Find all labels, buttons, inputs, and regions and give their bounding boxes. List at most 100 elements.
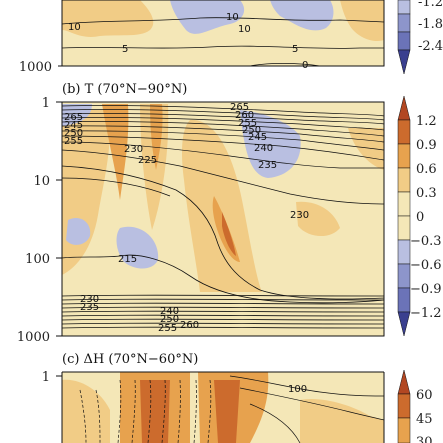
panel-b-yaxis: 1 10 100 1000 xyxy=(17,96,62,345)
panel-b-contour-label: 265 xyxy=(230,102,249,113)
panel-b-contour-label: 255 xyxy=(238,118,257,129)
panel-a-colorbar-swatch xyxy=(397,0,411,15)
panel-b-colorbar-swatch xyxy=(397,287,411,313)
panel-a-colorbar-label: -1.2 xyxy=(418,0,443,10)
panel-b-colorbar-label: 1.2 xyxy=(416,114,437,129)
panel-c-ytick-label: 1 xyxy=(42,370,50,385)
panel-b-contour-label: 245 xyxy=(64,120,83,131)
panel-a-contour-label: 5 xyxy=(122,44,128,55)
panel-b-shade-neg xyxy=(240,110,301,178)
panel-b-contour-label: 240 xyxy=(160,306,179,317)
panel-a-colorbar-tip xyxy=(397,49,411,75)
panel-b-contour-label: 250 xyxy=(64,128,83,139)
panel-b-colorbar-label: 0.6 xyxy=(416,162,437,177)
panel-a-colorbar: -1.2 -1.8 -2.4 xyxy=(397,0,443,75)
panel-c-colorbar-label: 60 xyxy=(416,388,433,403)
panel-b-contour-label: 230 xyxy=(124,144,143,155)
panel-a-colorbar-swatch xyxy=(397,13,411,33)
panel-c-colorbar-label: 30 xyxy=(416,435,433,443)
panel-c-shade-pos xyxy=(140,380,170,443)
panel-b-shade-pos xyxy=(222,212,236,256)
panel-a-colorbar-label: -2.4 xyxy=(418,39,443,54)
panel-b-shade-neg xyxy=(116,226,159,269)
panel-b-contour-label: 255 xyxy=(158,323,177,334)
panel-a-contour-label: 10 xyxy=(226,12,239,23)
panel-c-colorbar: 60 45 30 xyxy=(397,369,433,443)
panel-b-shade-pos xyxy=(182,119,262,293)
panel-c-colorbar-tip-top xyxy=(397,369,411,395)
panel-a-contour-0 xyxy=(249,62,321,67)
panel-a-contour-label: 5 xyxy=(292,44,298,55)
panel-a-colorbar-label: -1.8 xyxy=(418,17,443,32)
panel-b-colorbar-swatch xyxy=(397,167,411,193)
panel-b-ytick-label: 1 xyxy=(42,96,50,111)
panel-b-contour-label: 235 xyxy=(80,302,99,313)
panel-b-colorbar-label: −0.6 xyxy=(410,258,442,273)
panel-c-shade-pos xyxy=(300,398,384,443)
panel-a-contour-label: 10 xyxy=(68,22,81,33)
panel-b-contour-label: 215 xyxy=(118,254,137,265)
panel-b-shade-neg xyxy=(66,217,91,245)
panel-b-shade-pos xyxy=(102,104,129,200)
panel-c-colorbar-swatch xyxy=(397,417,411,443)
panel-b-shade-pos xyxy=(348,128,384,170)
panel-b-contour-label: 240 xyxy=(254,143,273,154)
panel-c-shade-pos xyxy=(62,379,110,443)
panel-c-contour-label: 100 xyxy=(288,384,307,395)
panel-b-colorbar-swatch xyxy=(397,263,411,289)
panel-c-title: (c) ΔH (70°N−60°N) xyxy=(62,352,198,367)
panel-b-ytick-label: 10 xyxy=(33,174,50,189)
panel-c-contours xyxy=(79,375,385,443)
panel-a-frame xyxy=(61,0,385,67)
panel-b-colorbar-swatch xyxy=(397,191,411,217)
panel-b-colorbar-tip-top xyxy=(397,95,411,121)
panel-b-colorbar-swatch xyxy=(397,239,411,265)
panel-b: (b) T (70°N−90°N) xyxy=(17,82,442,345)
panel-c-colorbar-label: 45 xyxy=(416,412,433,427)
panel-b-colorbar-swatch xyxy=(397,119,411,145)
panel-c-shade-pos xyxy=(214,380,240,443)
panel-b-colorbar-tip-bottom xyxy=(397,311,411,337)
panel-b-title: (b) T (70°N−90°N) xyxy=(62,82,187,97)
panel-b-upper-contours xyxy=(61,105,385,205)
panel-a-shade-neg xyxy=(170,0,245,34)
panel-b-contours xyxy=(61,165,385,329)
panel-b-colorbar-label: −0.3 xyxy=(410,234,442,249)
panel-a-contour-10 xyxy=(61,17,385,25)
panel-b-colorbar-swatch xyxy=(397,215,411,241)
panel-a-ytick-label: 1000 xyxy=(19,60,52,75)
panel-b-contour-label: 250 xyxy=(242,125,261,136)
panel-b-contour-label: 235 xyxy=(258,160,277,171)
panel-b-ytick-label: 1000 xyxy=(17,330,50,345)
panel-b-contour-label: 255 xyxy=(64,136,83,147)
panel-a-colorbar-swatch xyxy=(397,31,411,51)
panel-c-colorbar-swatch xyxy=(397,393,411,419)
panel-a-contour-5 xyxy=(61,45,384,49)
panel-b-contour-label: 260 xyxy=(180,320,199,331)
panel-b-colorbar-label: −1.2 xyxy=(410,306,442,321)
panel-b-colorbar-label: 0.9 xyxy=(416,138,437,153)
panel-b-colorbar-swatch xyxy=(397,143,411,169)
panel-b-ytick-label: 100 xyxy=(25,252,50,267)
panel-b-contour-label: 245 xyxy=(248,132,267,143)
panel-a-shade-pos xyxy=(62,0,154,37)
panel-b-frame xyxy=(61,101,385,337)
panel-b-contour-label: 265 xyxy=(64,112,83,123)
panel-b-contour-label: 225 xyxy=(138,155,157,166)
panel-b-contour-label: 250 xyxy=(160,314,179,325)
panel-b-contour-label: 230 xyxy=(290,210,309,221)
panel-b-contour-label: 260 xyxy=(235,110,254,121)
panel-b-colorbar-label: 0 xyxy=(416,210,424,225)
panel-b-colorbar-label: −0.9 xyxy=(410,282,442,297)
panel-b-contour-label: 230 xyxy=(80,294,99,305)
panel-b-shade-pos xyxy=(150,104,163,170)
panel-b-shade-pos xyxy=(296,201,340,237)
panel-a-shade-neg2 xyxy=(270,0,334,31)
panel-c: (c) ΔH (70°N−60°N) 100 1 xyxy=(42,352,433,443)
panel-a-contour-label: 10 xyxy=(238,24,251,35)
panel-a-shade-pos2 xyxy=(340,0,384,42)
panel-b-colorbar: 1.2 0.9 0.6 0.3 0 −0.3 −0.6 −0.9 −1.2 xyxy=(397,95,442,337)
panel-a: 10 10 10 5 5 0 1000 -1.2 -1.8 -2.4 xyxy=(19,0,443,75)
panel-b-colorbar-label: 0.3 xyxy=(416,186,437,201)
